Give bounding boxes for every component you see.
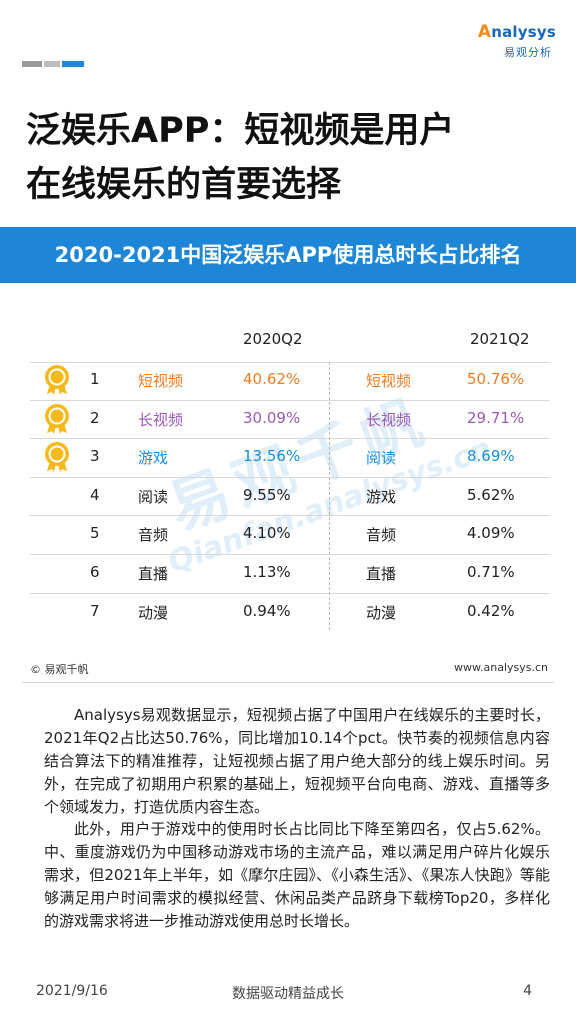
rank-number: 3 — [90, 447, 100, 466]
value-2021: 8.69% — [467, 447, 515, 466]
source-credit: © 易观千帆 — [30, 663, 89, 676]
category-2020: 游戏 — [138, 449, 169, 468]
rank-number: 1 — [90, 370, 100, 388]
row-rule — [30, 554, 550, 555]
page-title-line-1: 泛娱乐APP：短视频是用户 — [26, 111, 455, 151]
rank-number: 2 — [90, 408, 100, 427]
body-paragraph-1: Analysys易观数据显示，短视频占据了中国用户在线娱乐的主要时长，2021年… — [44, 706, 550, 816]
column-header-2020q2: 2020Q2 — [243, 330, 303, 348]
row-rule — [30, 592, 550, 594]
value-2020: 1.13% — [243, 563, 291, 581]
value-2021: 5.62% — [467, 485, 515, 504]
category-2021: 阅读 — [366, 449, 397, 468]
rank-number: 6 — [90, 563, 100, 581]
top-decor-bars — [22, 61, 84, 67]
category-2021: 音频 — [366, 526, 397, 545]
category-2020: 动漫 — [138, 603, 169, 622]
table-row: 4 阅读 9.55% 游戏 5.62% — [0, 477, 576, 515]
category-2020: 长视频 — [138, 410, 184, 429]
column-header-2021q2: 2021Q2 — [470, 330, 530, 348]
footer-slogan: 数据驱动精益成长 — [232, 986, 344, 1002]
source-url: www.analysys.cn — [454, 661, 548, 674]
row-rule — [30, 476, 550, 478]
section-banner: 2020-2021中国泛娱乐APP使用总时长占比排名 — [0, 227, 576, 283]
table-row: 6 直播 1.13% 直播 0.71% — [0, 554, 576, 592]
decor-bar-lightgray — [44, 61, 60, 67]
value-2021: 0.71% — [467, 563, 515, 581]
medal-icon — [45, 365, 69, 395]
value-2021: 50.76% — [467, 370, 525, 388]
value-2020: 30.09% — [243, 408, 301, 427]
value-2020: 4.10% — [243, 524, 291, 543]
table-row: 5 音频 4.10% 音频 4.09% — [0, 515, 576, 553]
medal-icon — [45, 403, 69, 434]
page-title: 泛娱乐APP：短视频是用户 在线娱乐的首要选择 — [26, 104, 556, 212]
category-2020: 直播 — [138, 565, 169, 583]
analysys-logo: Analysys 易观分析 — [474, 22, 556, 64]
row-rule — [30, 515, 550, 517]
page-number: 4 — [523, 983, 532, 999]
value-2020: 9.55% — [243, 485, 291, 504]
row-rule — [30, 438, 550, 440]
rank-number: 5 — [90, 524, 100, 543]
rank-number: 7 — [90, 601, 100, 620]
header-rule — [30, 362, 550, 363]
category-2021: 游戏 — [366, 487, 397, 506]
table-row: 1 短视频 40.62% 短视频 50.76% — [0, 361, 576, 399]
rank-number: 4 — [90, 485, 100, 504]
value-2020: 0.94% — [243, 601, 291, 620]
logo-wordmark: Analysys — [477, 22, 556, 42]
category-2020: 阅读 — [138, 487, 169, 506]
value-2020: 13.56% — [243, 447, 301, 466]
category-2020: 短视频 — [138, 372, 184, 390]
value-2021: 29.71% — [467, 408, 525, 427]
decor-bar-blue — [62, 61, 84, 67]
page-title-line-2: 在线娱乐的首要选择 — [26, 165, 342, 205]
value-2021: 0.42% — [467, 601, 515, 620]
decor-bar-gray — [22, 61, 42, 67]
column-separator — [329, 362, 330, 630]
ranking-table: 2020Q2 2021Q2 1 短视频 40.62% 短视频 50.76% 2 长视频 30.… — [0, 320, 576, 640]
body-paragraph-2: 此外，用户于游戏中的使用时长占比同比下降至第四名，仅占5.62%。中、重度游戏仍… — [44, 820, 550, 930]
table-row: 7 动漫 0.94% 动漫 0.42% — [0, 593, 576, 631]
table-row: 3 游戏 13.56% 阅读 8.69% — [0, 438, 576, 476]
logo-subtitle: 易观分析 — [504, 46, 552, 59]
footer-date: 2021/9/16 — [36, 983, 108, 999]
category-2021: 动漫 — [366, 603, 397, 622]
banner-title: 2020-2021中国泛娱乐APP使用总时长占比排名 — [54, 243, 522, 267]
category-2021: 长视频 — [366, 410, 412, 429]
category-2021: 短视频 — [366, 372, 412, 390]
value-2020: 40.62% — [243, 370, 301, 388]
source-rule — [22, 682, 554, 683]
medal-icon — [45, 442, 69, 473]
category-2020: 音频 — [138, 526, 169, 545]
row-rule — [30, 399, 550, 401]
category-2021: 直播 — [366, 565, 397, 583]
table-row: 2 长视频 30.09% 长视频 29.71% — [0, 400, 576, 438]
value-2021: 4.09% — [467, 524, 515, 543]
